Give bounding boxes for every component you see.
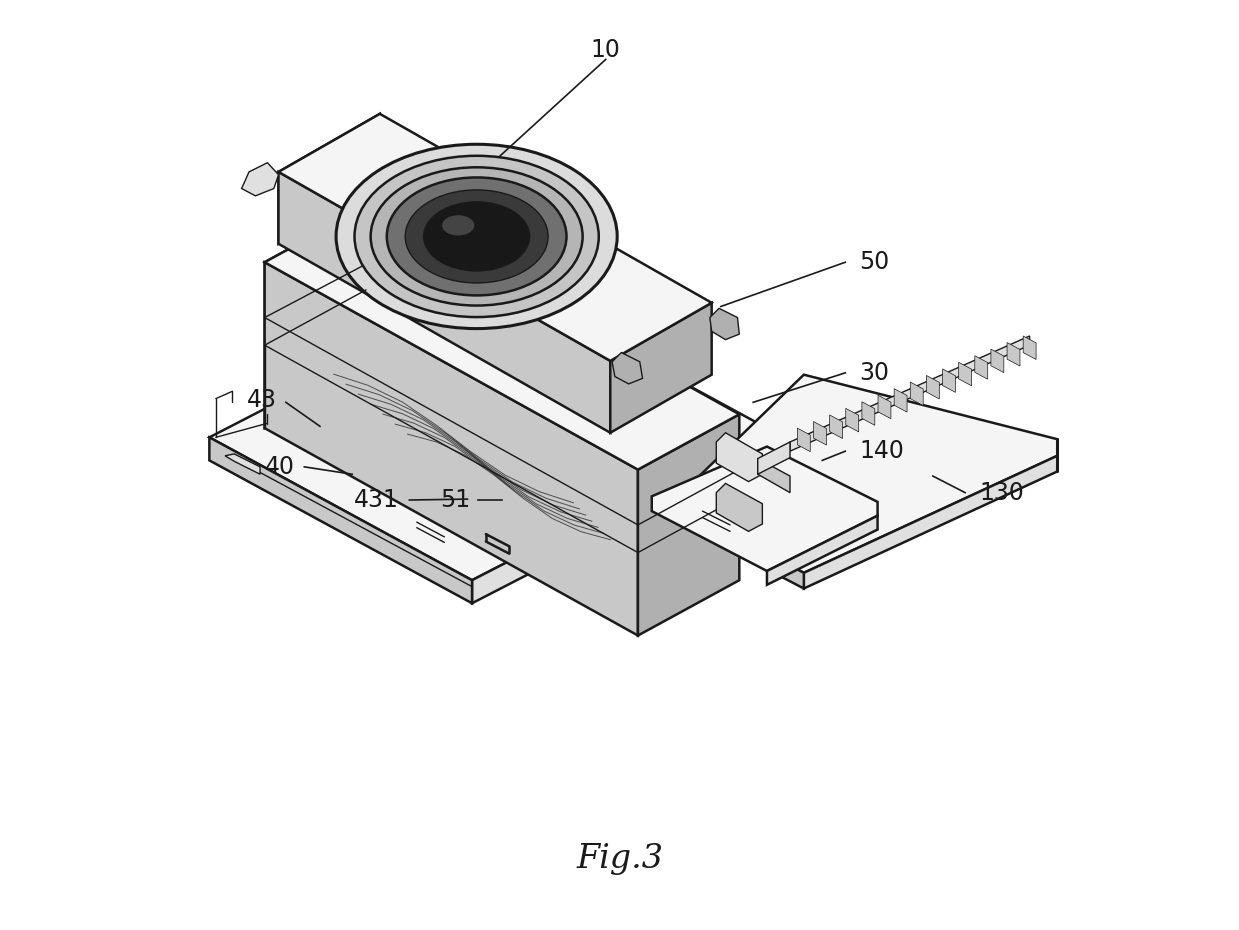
Text: 30: 30 xyxy=(859,361,890,385)
Ellipse shape xyxy=(424,202,529,271)
Polygon shape xyxy=(943,369,955,392)
Polygon shape xyxy=(279,113,711,361)
Polygon shape xyxy=(927,376,939,399)
Polygon shape xyxy=(716,484,762,531)
Polygon shape xyxy=(638,414,740,635)
Polygon shape xyxy=(265,207,366,428)
Polygon shape xyxy=(472,428,767,604)
Ellipse shape xyxy=(442,215,475,235)
Polygon shape xyxy=(758,458,790,493)
Text: 40: 40 xyxy=(265,455,295,479)
Text: 431: 431 xyxy=(353,488,398,512)
Polygon shape xyxy=(265,262,638,635)
Polygon shape xyxy=(683,375,1057,573)
Polygon shape xyxy=(683,510,804,589)
Text: 51: 51 xyxy=(440,488,470,512)
Polygon shape xyxy=(225,454,260,474)
Polygon shape xyxy=(798,428,810,452)
Text: 10: 10 xyxy=(591,38,621,62)
Polygon shape xyxy=(911,382,923,405)
Polygon shape xyxy=(846,408,859,432)
Polygon shape xyxy=(612,352,643,384)
Ellipse shape xyxy=(336,144,617,328)
Polygon shape xyxy=(895,389,907,412)
Ellipse shape xyxy=(370,167,582,306)
Polygon shape xyxy=(1023,336,1036,360)
Ellipse shape xyxy=(354,156,598,317)
Text: Fig.3: Fig.3 xyxy=(576,844,663,875)
Polygon shape xyxy=(652,446,877,571)
Polygon shape xyxy=(611,303,711,432)
Polygon shape xyxy=(878,395,891,418)
Polygon shape xyxy=(710,309,740,339)
Ellipse shape xyxy=(405,190,548,283)
Polygon shape xyxy=(716,432,762,482)
Polygon shape xyxy=(209,286,767,580)
Polygon shape xyxy=(862,402,875,425)
Polygon shape xyxy=(279,113,380,244)
Ellipse shape xyxy=(387,178,566,296)
Polygon shape xyxy=(279,172,611,432)
Polygon shape xyxy=(1007,342,1020,366)
Polygon shape xyxy=(830,415,843,438)
Polygon shape xyxy=(767,516,877,585)
Polygon shape xyxy=(975,355,987,379)
Text: 130: 130 xyxy=(979,481,1023,505)
Polygon shape xyxy=(758,442,790,474)
Text: 50: 50 xyxy=(859,250,890,274)
Text: 140: 140 xyxy=(859,439,904,463)
Polygon shape xyxy=(804,456,1057,589)
Text: 43: 43 xyxy=(247,389,276,413)
Polygon shape xyxy=(209,437,472,604)
Polygon shape xyxy=(991,349,1004,373)
Polygon shape xyxy=(790,336,1030,451)
Polygon shape xyxy=(265,207,740,470)
Polygon shape xyxy=(242,163,279,196)
Polygon shape xyxy=(959,363,971,386)
Polygon shape xyxy=(814,421,826,445)
